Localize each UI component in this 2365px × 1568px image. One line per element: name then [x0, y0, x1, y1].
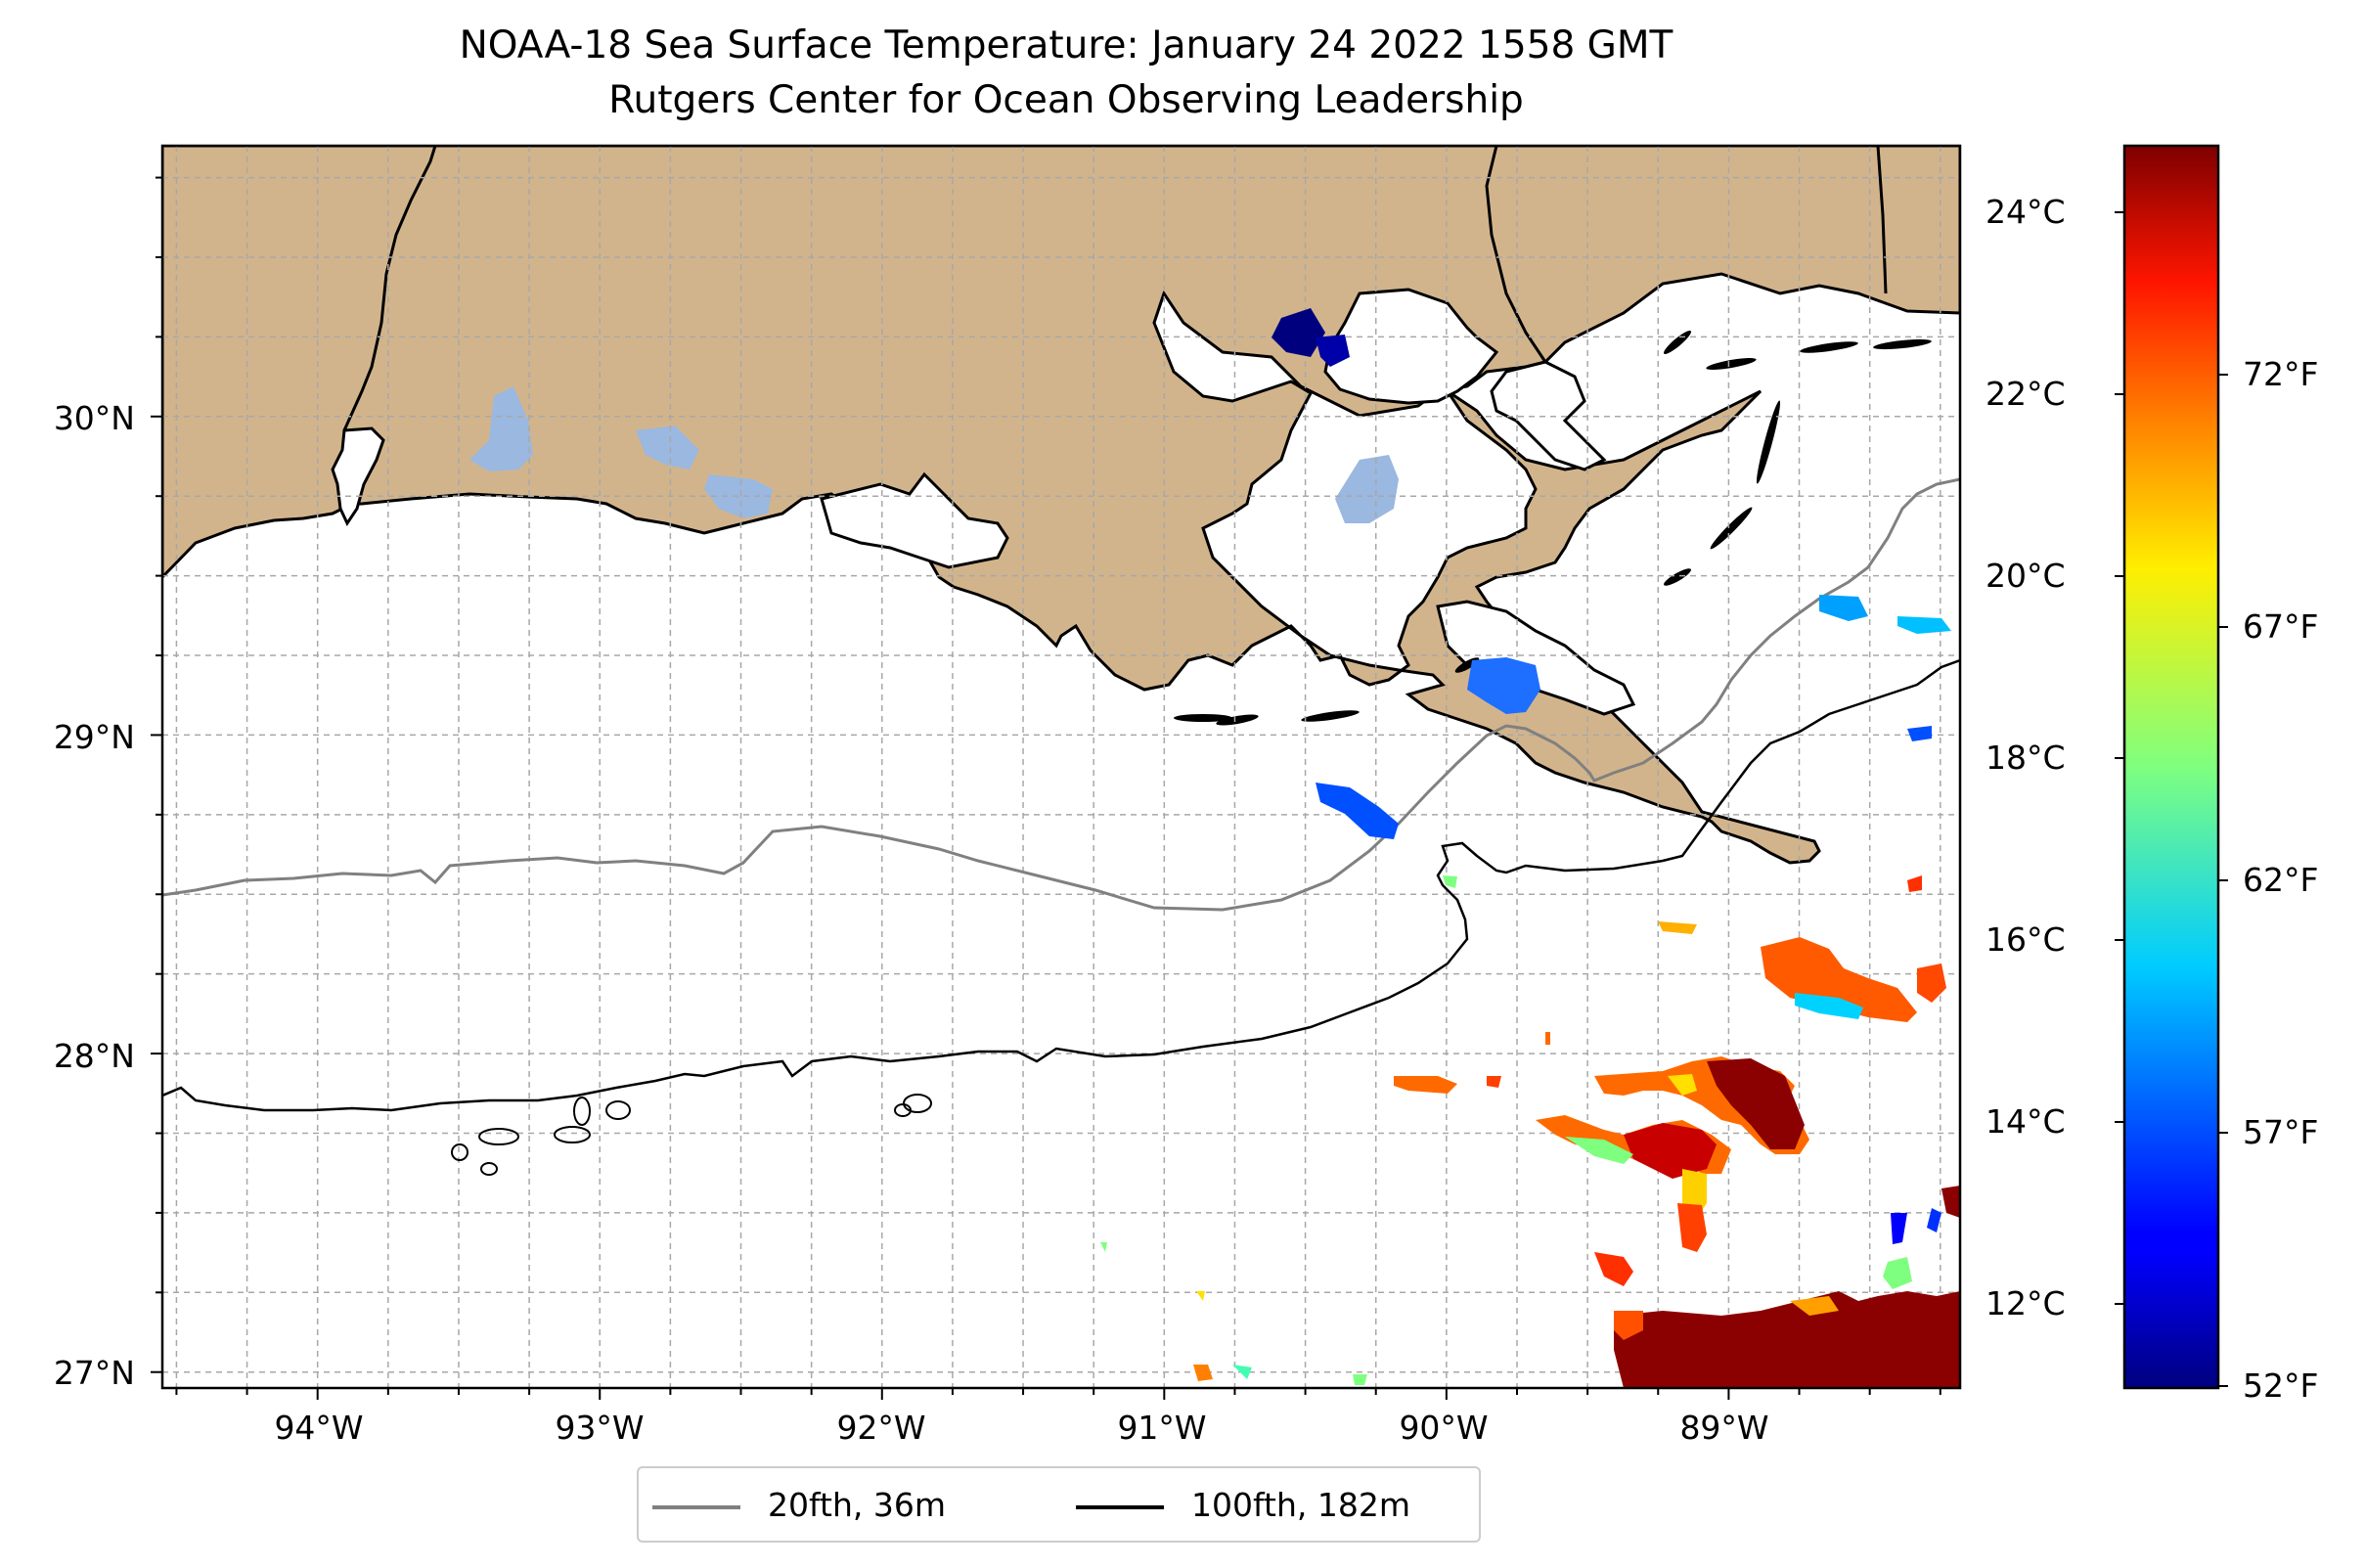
legend-swatch-20fth [652, 1505, 740, 1509]
lon-label: 93°W [555, 1409, 645, 1447]
colorbar-celsius-label: 18°C [1986, 739, 2066, 777]
chart-title: NOAA-18 Sea Surface Temperature: January… [459, 23, 1673, 67]
lat-label: 30°N [53, 399, 135, 437]
lat-label: 29°N [53, 718, 135, 756]
colorbar-fahrenheit-label: 57°F [2243, 1113, 2319, 1151]
axis-ticks [151, 176, 1941, 1400]
colorbar-fahrenheit-label: 72°F [2243, 355, 2319, 393]
isobath-20fth [162, 477, 1960, 912]
lon-label: 90°W [1399, 1409, 1489, 1447]
white-lake [469, 386, 533, 471]
legend-swatch-100fth [1076, 1505, 1164, 1509]
colorbar-fahrenheit-label: 67°F [2243, 607, 2319, 646]
map-frame [160, 144, 1962, 1390]
colorbar-ticks [2115, 211, 2228, 1387]
isobath-100fth [162, 658, 1960, 1112]
lon-label: 89°W [1679, 1409, 1769, 1447]
colorbar [2122, 144, 2220, 1390]
barrier-islands [1174, 331, 1932, 726]
colorbar-celsius-label: 24°C [1986, 193, 2066, 231]
colorbar-celsius-label: 14°C [1986, 1102, 2066, 1141]
colorbar-celsius-label: 20°C [1986, 557, 2066, 595]
grand-lake [636, 426, 699, 470]
calcasieu-lake [331, 426, 385, 527]
lake-maurepas [1335, 455, 1399, 523]
colorbar-celsius-label: 16°C [1986, 920, 2066, 959]
lake-borgne [1490, 360, 1607, 471]
legend-label: 100fth, 182m [1191, 1486, 1410, 1524]
lon-label: 94°W [274, 1409, 364, 1447]
bank-contours [451, 1094, 932, 1176]
sst-patches [1100, 308, 1960, 1388]
lat-label: 28°N [53, 1037, 135, 1075]
legend-label: 20fth, 36m [768, 1486, 946, 1524]
colorbar-fahrenheit-label: 62°F [2243, 861, 2319, 899]
lat-label: 27°N [53, 1354, 135, 1392]
legend: 20fth, 36m 100fth, 182m [637, 1466, 1481, 1543]
lon-label: 92°W [836, 1409, 926, 1447]
colorbar-fahrenheit-label: 52°F [2243, 1366, 2319, 1405]
vermilion-bay [820, 471, 1009, 569]
state-boundary [342, 146, 437, 431]
chart-subtitle: Rutgers Center for Ocean Observing Leade… [608, 78, 1524, 122]
lon-label: 91°W [1117, 1409, 1207, 1447]
state-boundary [1876, 146, 1888, 294]
colorbar-celsius-label: 12°C [1986, 1284, 2066, 1322]
colorbar-celsius-label: 22°C [1986, 375, 2066, 413]
